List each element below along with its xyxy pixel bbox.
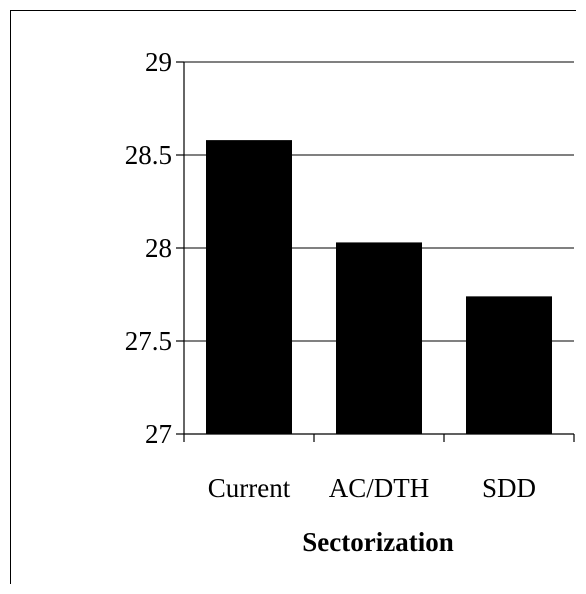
y-tick-label: 29 bbox=[145, 47, 172, 77]
y-tick-label: 28.5 bbox=[125, 140, 172, 170]
x-tick-labels: Current AC/DTH SDD bbox=[208, 473, 536, 503]
y-tick-label: 28 bbox=[145, 233, 172, 263]
y-tick-labels: 27 27.5 28 28.5 29 bbox=[125, 47, 172, 449]
y-tick-label: 27.5 bbox=[125, 326, 172, 356]
bar bbox=[206, 140, 292, 434]
bars bbox=[206, 140, 552, 434]
x-tick-label: Current bbox=[208, 473, 291, 503]
y-tick-label: 27 bbox=[145, 419, 172, 449]
x-tick-label: AC/DTH bbox=[329, 473, 430, 503]
axes bbox=[176, 61, 575, 442]
bar bbox=[466, 296, 552, 434]
bar bbox=[336, 242, 422, 434]
x-tick-label: SDD bbox=[482, 473, 536, 503]
x-axis-title: Sectorization bbox=[302, 527, 453, 557]
